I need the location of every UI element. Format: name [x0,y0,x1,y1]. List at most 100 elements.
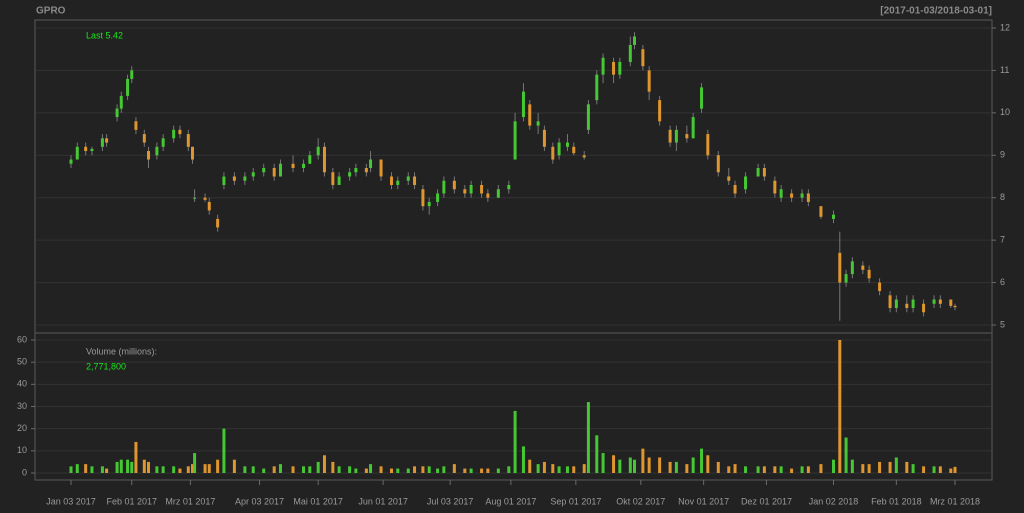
candle-body [178,129,182,135]
volume-bar [700,448,704,473]
volume-bar [90,466,94,473]
candle-body [126,78,130,96]
x-tick-label: Okt 02 2017 [616,496,665,506]
volume-bar [706,455,710,473]
volume-bar [84,464,88,473]
candle-body [413,176,417,185]
candle-body [632,36,636,45]
candle-body [727,176,731,181]
x-tick-label: Mrz 01 2018 [930,496,980,506]
x-tick-label: Feb 01 2017 [106,496,157,506]
volume-bar [222,428,226,473]
volume-bar [867,464,871,473]
candle-body [308,155,312,164]
candle-body [762,168,766,177]
candle-body [513,121,517,160]
volume-bar [379,466,383,473]
volume-bar [819,464,823,473]
candle-body [203,197,207,200]
candle-body [406,176,410,181]
volume-bar [612,455,616,473]
candle-body [905,303,909,309]
volume-bar [806,466,810,473]
volume-bar [316,461,320,473]
candle-body [172,129,176,139]
volume-bar [354,468,358,473]
candle-body [322,146,326,173]
candle-body [949,299,953,306]
volume-bar [641,448,645,473]
volume-bar [337,466,341,473]
volume-bar [685,464,689,473]
volume-bar [674,461,678,473]
volume-bar [302,466,306,473]
volume-bar [69,466,73,473]
volume-bar [773,466,777,473]
volume-bar [888,461,892,473]
volume-bar [442,466,446,473]
volume-bar [100,466,104,473]
candle-body [806,193,810,202]
candle-body [436,193,440,202]
volume-bar [744,466,748,473]
candle-body [142,134,146,143]
volume-bar [628,457,632,473]
y-tick-label: 8 [1000,192,1005,202]
candle-body [348,172,352,177]
candle-body [850,261,854,275]
volume-bar [262,468,266,473]
candle-body [565,142,569,147]
volume-bar [115,461,119,473]
chart-title: GPRO [36,6,66,17]
candle-body [134,121,138,130]
candle-body [922,303,926,313]
volume-bar [618,459,622,473]
volume-bar [75,464,79,473]
candle-body [601,57,605,75]
candle-body [364,168,368,173]
candle-body [186,134,190,147]
candle-body [582,155,586,158]
candle-body [844,274,848,283]
volume-bar [779,466,783,473]
candle-body [572,146,576,154]
volume-bar [528,459,532,473]
volume-bar [130,461,134,473]
candle-body [551,146,555,160]
candle-body [232,176,236,181]
candle-body [779,189,783,198]
volume-bar [922,466,926,473]
candle-body [222,176,226,185]
candle-body [674,129,678,143]
candle-body [586,104,590,130]
volume-bar [557,466,561,473]
y2-tick-label: 0 [22,467,27,477]
x-tick-label: Aug 01 2017 [485,496,536,506]
volume-bar [911,464,915,473]
candle-body [628,44,632,62]
candle-body [463,189,467,194]
candle-body [278,163,282,177]
candle-body [528,104,532,126]
candle-body [216,218,220,228]
y2-tick-label: 20 [17,423,27,433]
candle-body [316,146,320,156]
volume-bar [938,466,942,473]
volume-bar [838,340,842,473]
candle-body [331,172,335,185]
candle-body [486,193,490,198]
candle-body [480,184,484,194]
candle-body [496,189,500,198]
volume-bar [507,466,511,473]
volume-bar [203,464,207,473]
volume-bar [480,468,484,473]
candle-body [69,159,73,164]
volume-bar [178,468,182,473]
volume-bar [232,459,236,473]
candle-body [193,197,197,199]
candle-body [115,108,119,118]
candle-body [706,134,710,156]
candle-body [147,151,151,160]
